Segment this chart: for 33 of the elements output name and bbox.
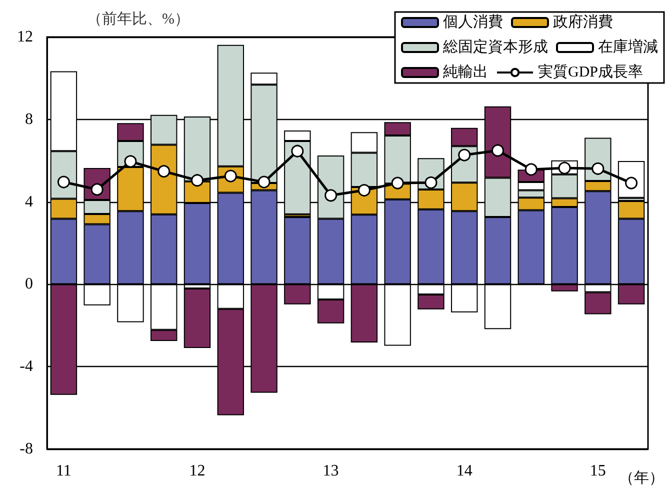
legend-label: 政府消費 — [553, 14, 613, 30]
y-tick-label: 4 — [25, 193, 33, 210]
point — [391, 176, 404, 190]
x-tick-label: 11 — [56, 462, 72, 480]
y-tick-label: -4 — [20, 358, 33, 376]
point — [158, 165, 170, 178]
point — [258, 176, 270, 188]
legend-label: 総固定資本形成 — [442, 38, 548, 56]
point — [424, 176, 438, 189]
y-tick-label: 8 — [25, 110, 33, 128]
y-tick-label: 12 — [17, 28, 33, 46]
legend-label: 実質GDP成長率 — [538, 64, 644, 80]
y-tick-label: -8 — [20, 440, 33, 458]
point — [57, 176, 70, 188]
point — [524, 163, 538, 176]
point — [124, 155, 137, 168]
point — [492, 144, 504, 157]
x-tick-label: 15 — [590, 462, 606, 480]
y-tick-label: 0 — [25, 276, 33, 293]
y-axis-title: （前年比、%） — [87, 10, 190, 28]
point — [191, 174, 204, 187]
point — [324, 189, 338, 202]
point — [592, 162, 604, 175]
x-tick-label: 12 — [189, 462, 206, 480]
legend-label: 個人消費 — [443, 14, 503, 30]
legend-label: 純輸出 — [443, 64, 488, 80]
point — [358, 184, 370, 197]
legend-label: 在庫増減 — [598, 38, 658, 56]
x-axis-title: （年） — [619, 470, 664, 486]
x-tick-label: 13 — [322, 462, 339, 480]
x-tick-label: 14 — [456, 462, 472, 480]
point — [291, 144, 304, 158]
point — [458, 148, 471, 162]
